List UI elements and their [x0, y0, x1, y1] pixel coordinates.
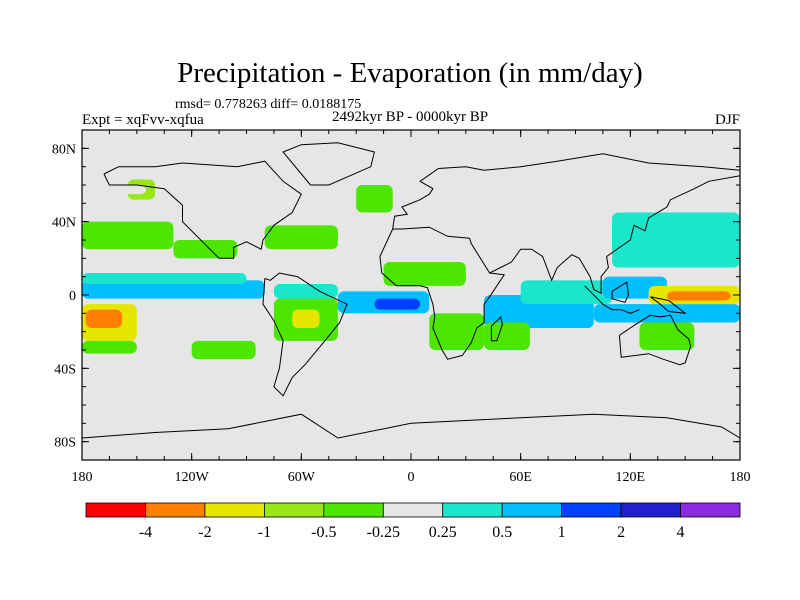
map-axes: 180 120W 60W 0 60E 120E 180 80N 40N 0 40S 80S: [52, 129, 751, 485]
y-tick-label: 0: [69, 289, 76, 304]
x-tick-label: 60W: [288, 470, 316, 485]
colorbar-box: [501, 502, 563, 518]
colorbar: -4 -2 -1 -0.5 -0.25 0.25 0.5 1 2 4: [85, 502, 741, 541]
y-tick-label: 40N: [52, 216, 76, 231]
region-south-pacific-green: [82, 340, 137, 354]
colorbar-box: [145, 502, 206, 518]
region-caribbean-wet: [273, 284, 338, 299]
coastline-2: [379, 226, 506, 360]
region-south-pacific-wet: [136, 309, 238, 341]
colorbar-box: [204, 502, 265, 518]
region-pacific-itcz-wet: [82, 280, 265, 299]
region-maritime-wet: [593, 304, 740, 323]
coastline-11: [81, 413, 741, 439]
coastline-9: [282, 142, 376, 186]
colorbar-box: [442, 502, 503, 518]
region-north-atlantic-band: [264, 225, 338, 250]
x-tick-label: 180: [72, 470, 93, 485]
region-southern-ocean-bits3: [685, 386, 740, 409]
map-plot-area: [81, 130, 741, 460]
region-amazon-core: [292, 309, 320, 328]
coastline-10: [490, 316, 503, 342]
region-north-pacific-sw-band-east: [173, 240, 238, 259]
x-tick-label: 120E: [616, 470, 646, 485]
region-madagascar-dry: [484, 322, 530, 350]
coastline-4: [489, 175, 741, 295]
region-north-pacific-sw-band: [82, 221, 174, 250]
region-alaska-bay-wet: [118, 185, 146, 195]
colorbar-box: [85, 502, 146, 518]
colorbar-box: [620, 502, 681, 518]
colorbar-label: 0.5: [492, 524, 512, 541]
coastline-5: [618, 314, 692, 366]
region-atlantic-itcz-core: [374, 298, 421, 310]
region-indian-ocean-wet2: [520, 280, 613, 305]
center-label: 2492kyr BP - 0000kyr BP: [332, 109, 488, 125]
region-south-africa-dry: [429, 313, 485, 350]
left-label: Expt = xqFvv-xqfua: [82, 112, 204, 128]
y-tick-label: 40S: [54, 362, 76, 377]
x-tick-label: 60E: [509, 470, 532, 485]
colorbar-label: -1: [258, 524, 271, 541]
region-sahel-dry: [383, 262, 466, 286]
coastline-6: [584, 285, 640, 314]
region-pacific-itcz-edge: [82, 273, 247, 284]
region-west-pacific-dry-core: [666, 291, 731, 301]
colorbar-box: [382, 502, 444, 518]
region-south-pacific-dry-core: [85, 309, 123, 328]
colorbar-label: -4: [139, 524, 152, 541]
region-southern-ocean-bits2: [520, 390, 576, 409]
x-tick-label: 0: [408, 470, 415, 485]
colorbar-label: 0.25: [429, 524, 457, 541]
coastline-1: [262, 272, 348, 397]
coastline-0: [103, 160, 302, 259]
chart-title: Precipitation - Evaporation (in mm/day): [177, 57, 643, 89]
coastline-8: [650, 296, 687, 314]
region-east-pacific-green: [191, 340, 256, 360]
x-tick-label: 120W: [175, 470, 210, 485]
stats-text: rmsd= 0.778263 diff= 0.0188175: [175, 97, 361, 112]
coastline-7: [611, 281, 630, 303]
colorbar-label: 1: [558, 524, 566, 541]
right-label: DJF: [715, 112, 740, 128]
colorbar-label: 2: [617, 524, 625, 541]
y-tick-label: 80S: [54, 436, 76, 451]
colorbar-box: [680, 502, 741, 518]
coastline-3: [392, 153, 741, 230]
region-southern-ocean-bits: [82, 395, 119, 415]
colorbar-box: [263, 502, 325, 518]
colorbar-label: -2: [198, 524, 211, 541]
region-greenland-wet: [310, 163, 357, 185]
colorbar-label: 4: [677, 524, 685, 541]
y-tick-label: 80N: [52, 142, 76, 157]
region-nw-pacific-core: [648, 230, 731, 259]
x-tick-label: 180: [730, 470, 751, 485]
colorbar-box: [561, 502, 622, 518]
colorbar-box: [323, 502, 384, 518]
region-north-atlantic-green: [356, 185, 393, 213]
colorbar-label: -0.5: [311, 524, 336, 541]
region-australia-dry: [639, 322, 695, 350]
colorbar-label: -0.25: [367, 524, 400, 541]
